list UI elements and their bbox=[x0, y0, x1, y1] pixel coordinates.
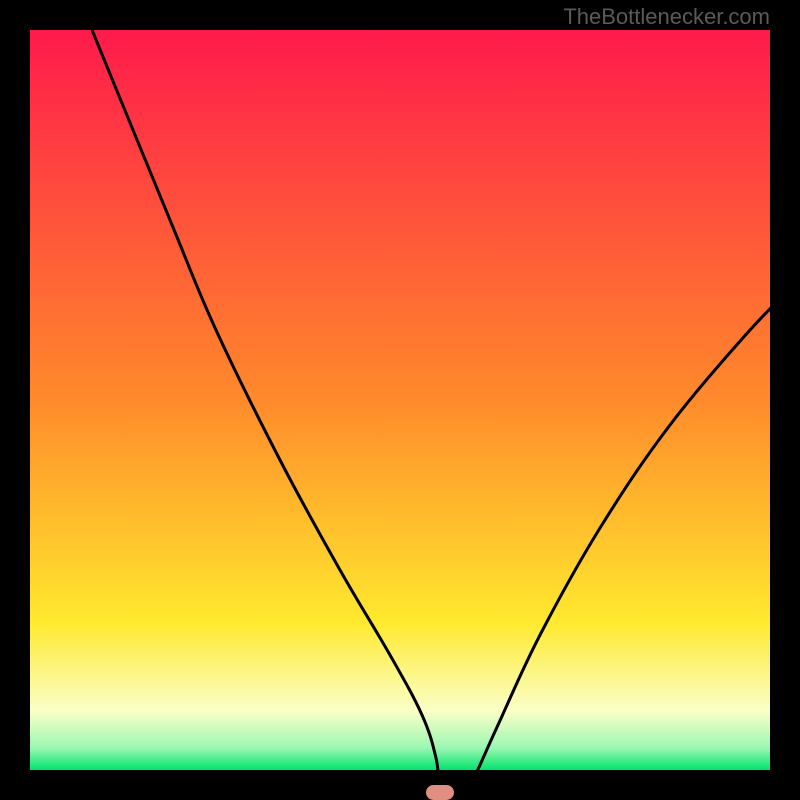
chart-container: TheBottlenecker.com bbox=[0, 0, 800, 800]
minimum-marker bbox=[426, 785, 454, 800]
watermark-text: TheBottlenecker.com bbox=[563, 4, 770, 30]
plot-area bbox=[30, 30, 770, 770]
